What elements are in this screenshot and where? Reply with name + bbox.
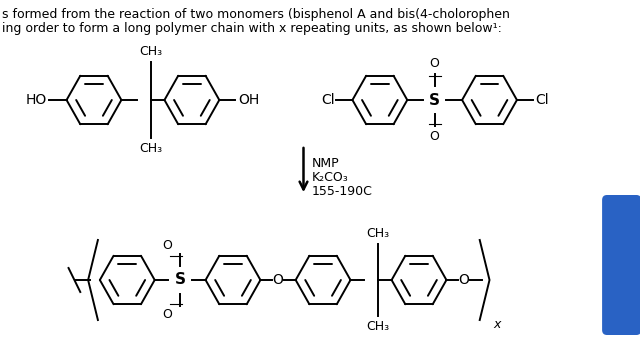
Text: ing order to form a long polymer chain with x repeating units, as shown below¹:: ing order to form a long polymer chain w… [2, 22, 502, 35]
FancyBboxPatch shape [602, 195, 640, 335]
Text: OH: OH [238, 93, 259, 107]
Text: CH₃: CH₃ [366, 227, 390, 240]
Text: O: O [163, 239, 172, 252]
Text: O: O [163, 308, 172, 321]
Text: O: O [429, 130, 440, 143]
Text: NMP: NMP [311, 157, 339, 170]
Text: O: O [459, 273, 470, 287]
Text: K₂CO₃: K₂CO₃ [311, 171, 348, 184]
Text: O: O [273, 273, 284, 287]
Text: x: x [493, 318, 501, 331]
Text: Cl: Cl [536, 93, 549, 107]
Text: CH₃: CH₃ [366, 320, 390, 333]
Text: O: O [429, 57, 440, 70]
Text: s formed from the reaction of two monomers (bisphenol A and bis(4-cholorophen: s formed from the reaction of two monome… [2, 8, 510, 21]
Text: CH₃: CH₃ [140, 45, 163, 58]
Text: HO: HO [26, 93, 47, 107]
Text: S: S [175, 273, 186, 288]
Text: 155-190C: 155-190C [311, 185, 372, 198]
Text: CH₃: CH₃ [140, 142, 163, 155]
Text: Cl: Cl [321, 93, 335, 107]
Text: S: S [429, 93, 440, 108]
